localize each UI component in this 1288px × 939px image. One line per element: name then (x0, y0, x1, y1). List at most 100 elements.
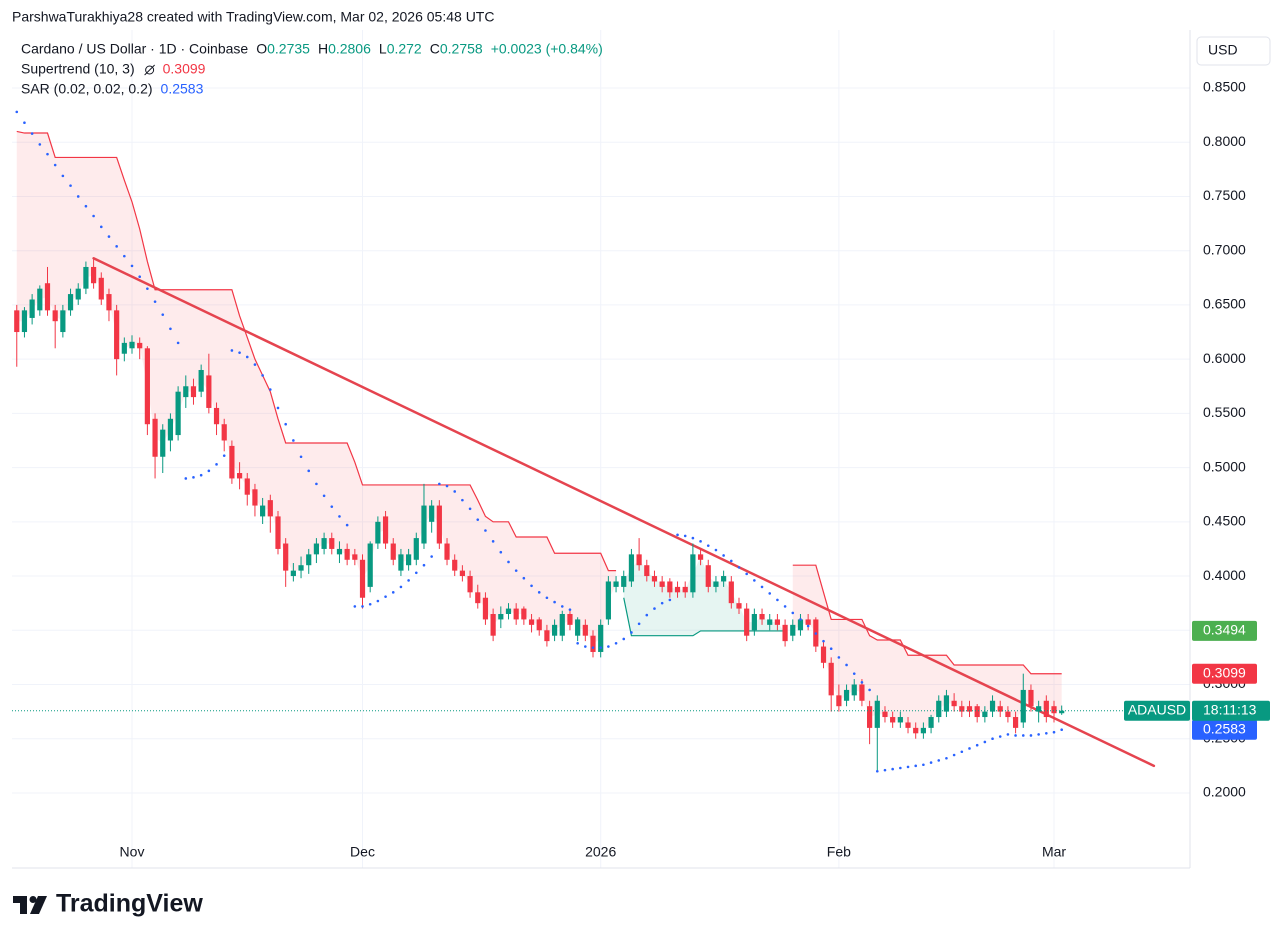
candle-body (759, 614, 765, 620)
candle-body (505, 608, 512, 615)
candle-body (129, 341, 135, 349)
sar-dot (822, 639, 825, 643)
sar-dot (345, 523, 349, 527)
candle-body (628, 554, 635, 582)
candle-body (843, 689, 850, 701)
visibility-icon[interactable] (144, 64, 155, 76)
legend-symbol: Cardano / US Dollar · 1D · Coinbase (21, 41, 248, 57)
sar-dot (891, 767, 894, 771)
candle-body (989, 700, 996, 712)
y-tick-label: 0.4500 (1203, 513, 1246, 529)
candle-body (982, 711, 988, 718)
sar-dot (768, 592, 772, 595)
sar-dot (760, 585, 764, 589)
candle-body (805, 619, 811, 625)
sar-dot (560, 605, 564, 608)
sar-dot (276, 406, 280, 410)
x-tick-label: Mar (1042, 844, 1066, 860)
sar-dot (852, 672, 856, 675)
sar-dot (714, 548, 718, 552)
candle-body (1020, 689, 1026, 723)
currency: USD (1208, 42, 1238, 58)
sar-dot (730, 559, 733, 563)
candle-body (482, 597, 489, 620)
sar-dot (107, 235, 111, 238)
sar-dot (69, 184, 72, 187)
candle-body (905, 722, 911, 728)
candle-body (690, 554, 696, 593)
sar-dot (153, 300, 157, 303)
sar-dot (46, 152, 49, 156)
sar-dot (315, 482, 318, 486)
candle-body (459, 570, 465, 577)
y-tick-label: 0.5500 (1203, 404, 1246, 420)
sar-dot (1037, 733, 1040, 736)
axes: 0.20000.25000.30000.35000.40000.45000.50… (120, 79, 1270, 860)
sar-dot (176, 341, 180, 345)
candle-body (659, 581, 665, 587)
x-tick-label: 2026 (585, 844, 616, 860)
sar-dot (445, 484, 449, 488)
sar-dot (883, 768, 887, 772)
sar-dot (484, 529, 487, 532)
y-tick-label: 0.8500 (1203, 79, 1246, 95)
sar-dot (292, 439, 295, 442)
sar-dot (84, 204, 88, 208)
candle-body (329, 538, 335, 549)
sar-dot (991, 737, 994, 741)
candle-body (252, 489, 258, 506)
sar-dot (76, 195, 80, 198)
sar-dot (1045, 732, 1048, 735)
candle-body (67, 294, 74, 311)
legend-ohlc-value: 0.2806 (328, 41, 371, 57)
sar-dot (407, 579, 410, 582)
sar-dot (975, 743, 979, 747)
sar-dot (998, 735, 1002, 738)
candle-body (867, 706, 873, 728)
sar-dot (476, 518, 480, 521)
candle-body (98, 277, 104, 300)
candle-body (790, 624, 796, 636)
candle-body (605, 581, 611, 620)
sar-dot (937, 759, 941, 762)
sar-dot (899, 766, 902, 770)
price-label: 0.3099 (1203, 664, 1246, 680)
candle-body (636, 554, 642, 566)
candle-body (859, 684, 865, 701)
sar-dot (860, 681, 864, 684)
candle-body (651, 576, 658, 582)
candle-body (352, 554, 358, 560)
candle-body (444, 543, 450, 560)
candle-body (244, 478, 250, 495)
currency-box[interactable] (1196, 36, 1271, 66)
candle-body (521, 608, 527, 620)
supertrend-line (16, 130, 617, 572)
candle-body (890, 717, 896, 723)
candle-body (60, 310, 66, 333)
sar-dot (875, 769, 879, 773)
sar-dot (806, 624, 810, 628)
supertrend-line (623, 597, 786, 637)
sar-dot (545, 596, 549, 600)
sar-dot (553, 600, 556, 604)
candle-body (728, 581, 734, 604)
sar-dot (123, 254, 126, 258)
y-tick-label: 0.6000 (1203, 350, 1246, 366)
visibility-icon[interactable] (145, 65, 155, 75)
sar-dot (23, 121, 26, 125)
candle-body (582, 624, 588, 636)
legend-ohlc-label: H (318, 41, 328, 57)
sar-dot (929, 761, 933, 764)
sar-dot (1060, 728, 1063, 732)
sar-dot (245, 355, 249, 359)
sar-dot (576, 641, 579, 645)
sar-dot (215, 463, 218, 466)
trend-line[interactable] (92, 257, 1156, 768)
candle-body (390, 543, 396, 560)
sar-dot (737, 566, 741, 569)
candle-body (21, 310, 28, 333)
sar-dot (945, 756, 948, 760)
candle-body (1059, 710, 1065, 714)
sar-dot (1029, 734, 1033, 737)
